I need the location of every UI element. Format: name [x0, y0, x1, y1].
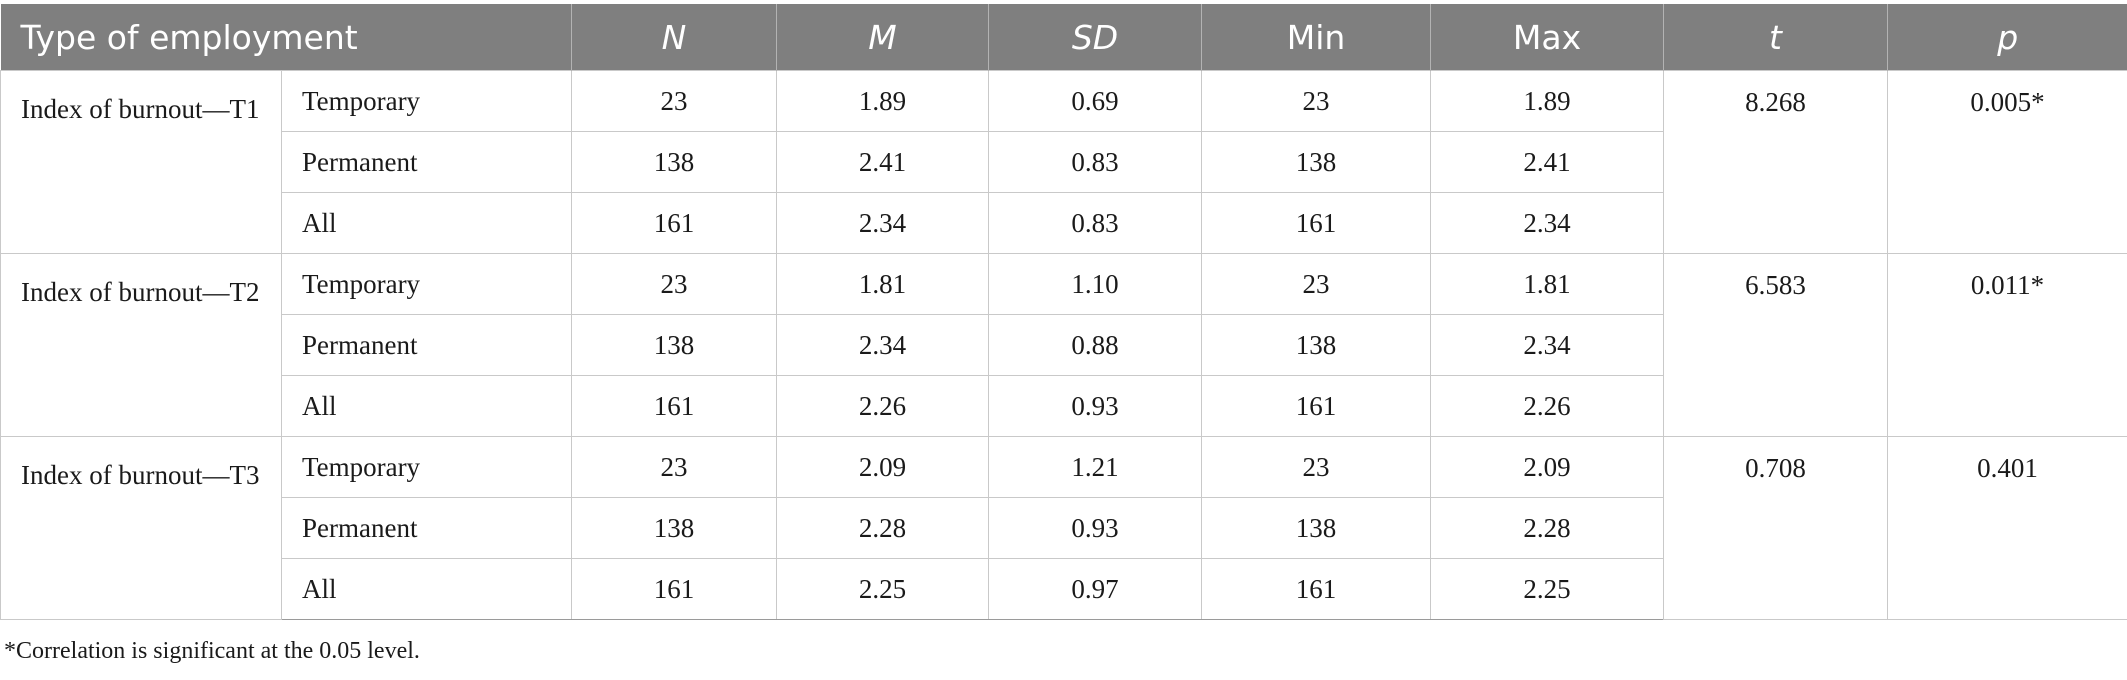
max-cell: 2.34 — [1430, 192, 1665, 254]
p-value-cell: 0.011* — [1887, 253, 2127, 437]
header-max: Max — [1430, 4, 1665, 71]
n-cell: 138 — [571, 131, 778, 193]
min-cell: 161 — [1201, 375, 1432, 437]
min-cell: 138 — [1201, 314, 1432, 376]
max-cell: 2.28 — [1430, 497, 1665, 559]
max-cell: 1.81 — [1430, 253, 1665, 315]
employment-type-cell: Temporary — [280, 436, 573, 498]
t-value-cell: 6.583 — [1663, 253, 1889, 437]
sd-cell: 0.93 — [988, 375, 1203, 437]
employment-type-cell: Temporary — [280, 70, 573, 132]
header-row: Type of employment N M SD Min Max t p — [0, 4, 2127, 71]
employment-type-cell: All — [280, 192, 573, 254]
sd-cell: 0.97 — [988, 558, 1203, 620]
max-cell: 2.41 — [1430, 131, 1665, 193]
burnout-table: Type of employment N M SD Min Max t p In… — [0, 4, 2127, 620]
min-cell: 23 — [1201, 436, 1432, 498]
min-cell: 161 — [1201, 558, 1432, 620]
t-value-cell: 0.708 — [1663, 436, 1889, 620]
sd-cell: 1.21 — [988, 436, 1203, 498]
p-value-cell: 0.005* — [1887, 70, 2127, 254]
table-row: Permanent 138 2.28 0.93 138 2.28 — [1, 497, 2127, 559]
employment-type-cell: Permanent — [280, 131, 573, 193]
max-cell: 2.09 — [1430, 436, 1665, 498]
employment-type-cell: All — [280, 375, 573, 437]
min-cell: 161 — [1201, 192, 1432, 254]
group-label: Index of burnout—T2 — [0, 253, 282, 437]
max-cell: 2.26 — [1430, 375, 1665, 437]
m-cell: 2.26 — [776, 375, 990, 437]
n-cell: 138 — [571, 314, 778, 376]
sd-cell: 0.69 — [988, 70, 1203, 132]
header-m: M — [776, 4, 990, 71]
employment-type-cell: Temporary — [280, 253, 573, 315]
table-row: All 161 2.26 0.93 161 2.26 — [1, 375, 2127, 437]
min-cell: 138 — [1201, 497, 1432, 559]
p-value-cell: 0.401 — [1887, 436, 2127, 620]
m-cell: 1.89 — [776, 70, 990, 132]
table-row: Index of burnout—T1 Temporary 23 1.89 0.69 23… — [0, 70, 2127, 254]
employment-type-cell: Permanent — [280, 497, 573, 559]
table-row: Index of burnout—T3 Temporary 23 2.09 1.21 23… — [0, 436, 2127, 620]
min-cell: 23 — [1201, 253, 1432, 315]
table-row: All 161 2.34 0.83 161 2.34 — [1, 192, 2127, 254]
sd-cell: 1.10 — [988, 253, 1203, 315]
sd-cell: 0.83 — [988, 131, 1203, 193]
n-cell: 138 — [571, 497, 778, 559]
n-cell: 161 — [571, 375, 778, 437]
m-cell: 2.28 — [776, 497, 990, 559]
header-n: N — [571, 4, 778, 71]
max-cell: 2.25 — [1430, 558, 1665, 620]
n-cell: 161 — [571, 558, 778, 620]
table-row: Permanent 138 2.34 0.88 138 2.34 — [1, 314, 2127, 376]
t-value-cell: 8.268 — [1663, 70, 1889, 254]
m-cell: 2.34 — [776, 314, 990, 376]
min-cell: 23 — [1201, 70, 1432, 132]
n-cell: 23 — [571, 70, 778, 132]
min-cell: 138 — [1201, 131, 1432, 193]
table-body: Index of burnout—T1 Temporary 23 1.89 0.69 23… — [0, 70, 2127, 620]
group-label: Index of burnout—T3 — [0, 436, 282, 620]
sd-cell: 0.88 — [988, 314, 1203, 376]
m-cell: 2.09 — [776, 436, 990, 498]
m-cell: 2.41 — [776, 131, 990, 193]
header-t: t — [1663, 4, 1889, 71]
header-min: Min — [1201, 4, 1432, 71]
m-cell: 2.34 — [776, 192, 990, 254]
sd-cell: 0.83 — [988, 192, 1203, 254]
m-cell: 2.25 — [776, 558, 990, 620]
header-sd: SD — [988, 4, 1203, 71]
employment-type-cell: Permanent — [280, 314, 573, 376]
n-cell: 23 — [571, 253, 778, 315]
group-label: Index of burnout—T1 — [0, 70, 282, 254]
n-cell: 161 — [571, 192, 778, 254]
header-p: p — [1887, 4, 2127, 71]
sd-cell: 0.93 — [988, 497, 1203, 559]
table-row: All 161 2.25 0.97 161 2.25 — [1, 558, 2127, 620]
table-footnote: *Correlation is significant at the 0.05 … — [4, 638, 420, 664]
max-cell: 2.34 — [1430, 314, 1665, 376]
n-cell: 23 — [571, 436, 778, 498]
employment-type-cell: All — [280, 558, 573, 620]
max-cell: 1.89 — [1430, 70, 1665, 132]
m-cell: 1.81 — [776, 253, 990, 315]
table-row: Index of burnout—T2 Temporary 23 1.81 1.10 23… — [0, 253, 2127, 437]
header-type-of-employment: Type of employment — [0, 4, 573, 71]
